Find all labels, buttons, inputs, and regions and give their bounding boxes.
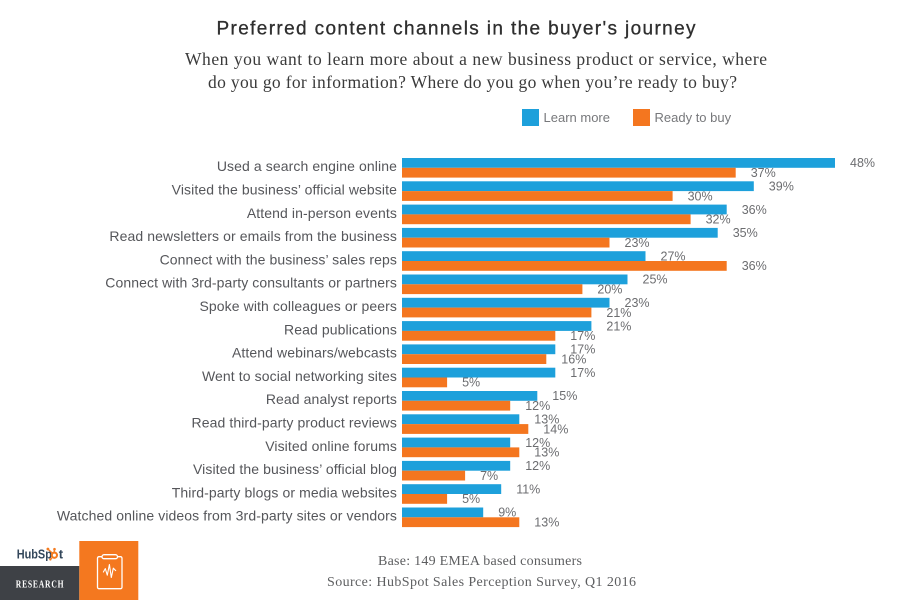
svg-text:When you want to learn more ab: When you want to learn more about a new … bbox=[185, 49, 767, 69]
svg-text:17%: 17% bbox=[570, 343, 595, 357]
svg-text:HubSp: HubSp bbox=[17, 547, 52, 562]
svg-text:Learn more: Learn more bbox=[544, 110, 610, 125]
svg-text:Source: HubSpot Sales Percepti: Source: HubSpot Sales Perception Survey,… bbox=[327, 575, 636, 590]
svg-text:Visited the business’ official: Visited the business’ official blog bbox=[193, 461, 397, 477]
svg-text:27%: 27% bbox=[661, 249, 686, 263]
svg-text:Visited the business’ official: Visited the business’ official website bbox=[172, 182, 397, 198]
svg-text:36%: 36% bbox=[742, 259, 767, 273]
svg-text:32%: 32% bbox=[706, 213, 731, 227]
svg-text:15%: 15% bbox=[552, 389, 577, 403]
svg-text:RESEARCH: RESEARCH bbox=[16, 579, 65, 591]
svg-text:39%: 39% bbox=[769, 180, 794, 194]
svg-text:Attend in-person events: Attend in-person events bbox=[247, 205, 397, 221]
svg-text:23%: 23% bbox=[625, 296, 650, 310]
svg-text:17%: 17% bbox=[570, 329, 595, 343]
svg-text:12%: 12% bbox=[525, 459, 550, 473]
svg-text:Connect with the business’ sal: Connect with the business’ sales reps bbox=[160, 251, 397, 267]
svg-text:Watched online videos from 3rd: Watched online videos from 3rd-party sit… bbox=[57, 508, 397, 524]
svg-text:25%: 25% bbox=[643, 273, 668, 287]
svg-text:14%: 14% bbox=[543, 422, 568, 436]
svg-text:13%: 13% bbox=[534, 413, 559, 427]
svg-text:36%: 36% bbox=[742, 203, 767, 217]
svg-text:13%: 13% bbox=[534, 516, 559, 530]
svg-text:t: t bbox=[59, 547, 64, 562]
svg-text:16%: 16% bbox=[561, 352, 586, 366]
svg-text:11%: 11% bbox=[516, 482, 540, 496]
svg-text:5%: 5% bbox=[462, 492, 480, 506]
svg-text:Attend webinars/webcasts: Attend webinars/webcasts bbox=[232, 345, 397, 361]
svg-text:9%: 9% bbox=[498, 506, 516, 520]
svg-text:Ready to buy: Ready to buy bbox=[655, 110, 732, 125]
svg-text:35%: 35% bbox=[733, 226, 758, 240]
svg-text:37%: 37% bbox=[751, 166, 776, 180]
svg-text:12%: 12% bbox=[525, 436, 550, 450]
svg-text:21%: 21% bbox=[606, 306, 631, 320]
svg-text:Base: 149 EMEA based consumers: Base: 149 EMEA based consumers bbox=[378, 554, 582, 569]
svg-text:Spoke with colleagues or peers: Spoke with colleagues or peers bbox=[199, 298, 397, 314]
svg-text:23%: 23% bbox=[625, 236, 650, 250]
svg-text:13%: 13% bbox=[534, 446, 559, 460]
svg-text:21%: 21% bbox=[606, 319, 631, 333]
svg-text:Preferred content channels in: Preferred content channels in the buyer'… bbox=[217, 19, 697, 40]
svg-text:Went to social networking site: Went to social networking sites bbox=[202, 368, 397, 384]
svg-text:Read third-party product revie: Read third-party product reviews bbox=[191, 415, 397, 431]
svg-text:30%: 30% bbox=[688, 189, 713, 203]
svg-text:Connect with 3rd-party consult: Connect with 3rd-party consultants or pa… bbox=[105, 275, 397, 291]
svg-text:5%: 5% bbox=[462, 376, 480, 390]
svg-text:12%: 12% bbox=[525, 399, 550, 413]
svg-text:17%: 17% bbox=[570, 366, 595, 380]
svg-text:Third-party blogs or media web: Third-party blogs or media websites bbox=[172, 484, 397, 500]
svg-text:Read analyst reports: Read analyst reports bbox=[266, 391, 397, 407]
svg-text:Read publications: Read publications bbox=[284, 321, 397, 337]
svg-text:Read newsletters or emails fro: Read newsletters or emails from the busi… bbox=[109, 228, 397, 244]
svg-text:do you go for information? Whe: do you go for information? Where do you … bbox=[208, 72, 737, 92]
svg-text:Visited online forums: Visited online forums bbox=[265, 438, 397, 454]
svg-text:Used a search engine online: Used a search engine online bbox=[217, 158, 397, 174]
svg-text:20%: 20% bbox=[597, 283, 622, 297]
svg-text:48%: 48% bbox=[850, 156, 875, 170]
svg-text:7%: 7% bbox=[480, 469, 498, 483]
